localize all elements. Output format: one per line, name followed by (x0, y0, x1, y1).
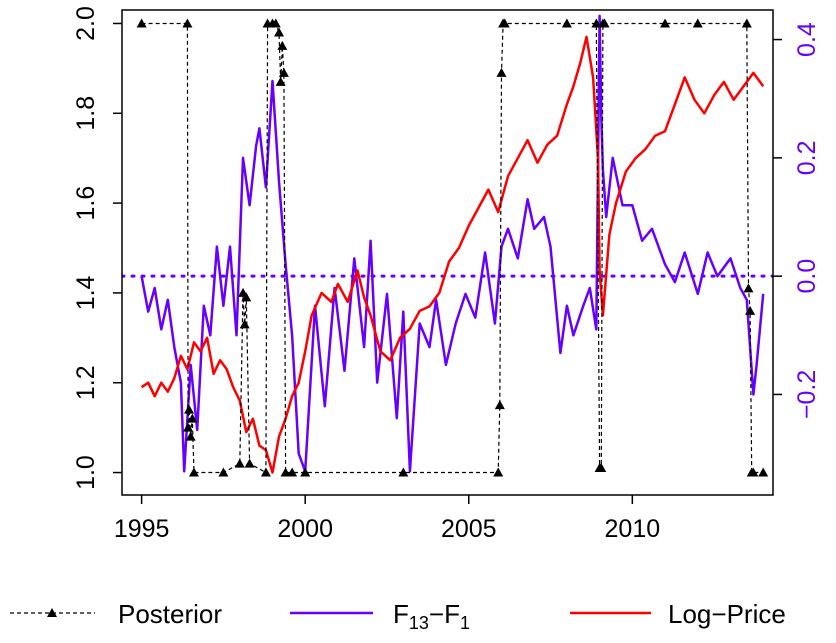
posterior-point (660, 18, 671, 28)
posterior-point (494, 400, 505, 410)
posterior-point (260, 467, 271, 477)
posterior-point (183, 422, 194, 432)
posterior-point (692, 18, 703, 28)
posterior-point (741, 18, 752, 28)
posterior-point (218, 467, 229, 477)
posterior-point (277, 40, 288, 50)
y-tick-label: 1.4 (72, 275, 100, 310)
posterior-point (270, 18, 281, 28)
posterior-point (244, 458, 255, 468)
posterior-point (758, 467, 769, 477)
posterior-point (239, 319, 250, 329)
legend-posterior-label: Posterior (118, 599, 222, 629)
series-line-spread (140, 14, 765, 473)
posterior-point (278, 67, 289, 77)
posterior-point (596, 463, 607, 473)
posterior-point (499, 18, 510, 28)
y-tick-label: 2.0 (72, 6, 100, 41)
posterior-point (743, 283, 754, 293)
posterior-point (591, 18, 602, 28)
posterior-point (748, 467, 759, 477)
posterior-point (182, 18, 193, 28)
posterior-point (188, 467, 199, 477)
y-tick-label: 1.6 (72, 186, 100, 221)
y-tick-label: 1.2 (72, 365, 100, 400)
legend-posterior-marker (47, 608, 57, 617)
y2-tick-label: −0.2 (793, 370, 821, 419)
y2-tick-label: 0.4 (793, 22, 821, 57)
posterior-point (745, 305, 756, 315)
posterior-point (398, 467, 409, 477)
posterior-point (187, 413, 198, 423)
legend-log-price-label: Log−Price (668, 599, 786, 629)
posterior-point (241, 292, 252, 302)
plot-area (122, 14, 773, 477)
x-tick-label: 1995 (114, 515, 170, 543)
posterior-point (234, 458, 245, 468)
posterior-point (185, 431, 196, 441)
y-tick-label: 1.0 (72, 455, 100, 490)
posterior-point (599, 18, 610, 28)
posterior-point (287, 467, 298, 477)
y2-tick-label: 0.2 (793, 140, 821, 175)
legend-spread-label: F13−F1 (393, 599, 470, 633)
series-line-log-price (140, 35, 765, 474)
posterior-point (184, 404, 195, 414)
x-tick-label: 2000 (277, 515, 333, 543)
posterior-point (493, 467, 504, 477)
posterior-point (280, 467, 291, 477)
posterior-point (275, 76, 286, 86)
posterior-point (136, 18, 147, 28)
posterior-point (300, 467, 311, 477)
x-tick-label: 2010 (605, 515, 661, 543)
posterior-point (561, 18, 572, 28)
series-line-posterior (141, 22, 764, 474)
posterior-point (274, 27, 285, 37)
y2-tick-label: 0.0 (793, 259, 821, 294)
y-tick-label: 1.8 (72, 96, 100, 131)
posterior-point (496, 67, 507, 77)
plot-frame (121, 9, 774, 496)
x-tick-label: 2005 (441, 515, 497, 543)
